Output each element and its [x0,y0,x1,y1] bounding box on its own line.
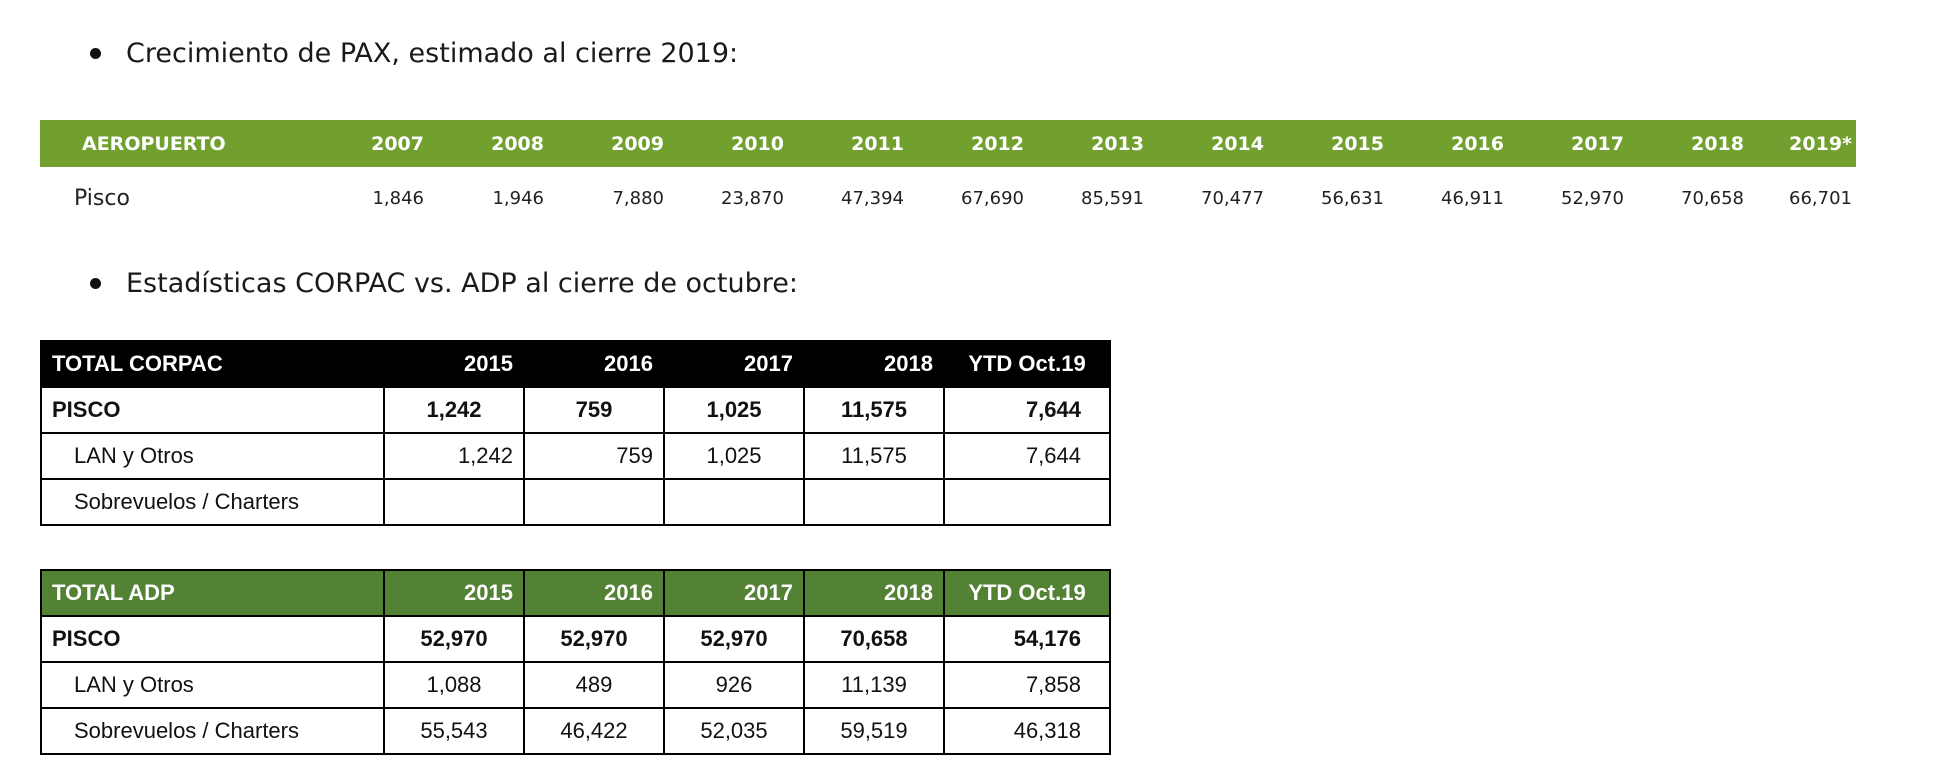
bullet-pax-growth-text: Crecimiento de PAX, estimado al cierre 2… [126,38,739,69]
table-cell: 1,025 [663,432,805,480]
table-cell: 52,970 [383,615,525,663]
pax-cell: 70,658 [1681,187,1744,209]
table-cell [663,478,805,526]
pax-header-cell: 2013 [1028,120,1148,167]
table-cell: 1,025 [663,386,805,434]
adp-header-cell: YTD Oct.19 [943,569,1111,617]
table-cell: 11,575 [803,386,945,434]
table-cell [523,478,665,526]
pax-header-cell: 2007 [312,120,428,167]
pax-cell: 1,846 [372,187,424,209]
pax-cell: 52,970 [1561,187,1624,209]
table-cell: 1,242 [383,386,525,434]
table-row: LAN y Otros 1,088 489 926 11,139 7,858 [40,661,1111,709]
table-cell: 11,139 [803,661,945,709]
row-label: LAN y Otros [40,432,385,480]
table-cell: 926 [663,661,805,709]
table-cell [943,478,1111,526]
adp-header-cell: 2016 [523,569,665,617]
table-cell: 7,858 [943,661,1111,709]
pax-header-cell: 2019* [1748,120,1856,167]
corpac-table: TOTAL CORPAC 2015 2016 2017 2018 YTD Oct… [40,340,1111,526]
table-row: Sobrevuelos / Charters 55,543 46,422 52,… [40,707,1111,755]
pax-cell-airport: Pisco [74,185,130,211]
pax-header-cell: 2012 [908,120,1028,167]
table-cell: 52,970 [523,615,665,663]
table-cell [383,478,525,526]
table-cell: 7,644 [943,432,1111,480]
table-cell: 46,318 [943,707,1111,755]
pax-header-cell: 2008 [428,120,548,167]
table-row: Pisco 1,846 1,946 7,880 23,870 47,394 67… [40,167,1856,229]
bullet-stats-text: Estadísticas CORPAC vs. ADP al cierre de… [126,268,798,299]
table-cell: 46,422 [523,707,665,755]
table-row: PISCO 52,970 52,970 52,970 70,658 54,176 [40,615,1111,663]
corpac-header-row: TOTAL CORPAC 2015 2016 2017 2018 YTD Oct… [40,340,1111,388]
pax-cell: 46,911 [1441,187,1504,209]
pax-cell: 23,870 [721,187,784,209]
table-row: PISCO 1,242 759 1,025 11,575 7,644 [40,386,1111,434]
table-cell: 55,543 [383,707,525,755]
pax-header-row: AEROPUERTO 2007 2008 2009 2010 2011 2012… [40,120,1856,167]
adp-header-row: TOTAL ADP 2015 2016 2017 2018 YTD Oct.19 [40,569,1111,617]
pax-header-cell: AEROPUERTO [40,120,312,167]
corpac-header-cell: YTD Oct.19 [943,340,1111,388]
corpac-header-cell: 2015 [383,340,525,388]
pax-growth-table: AEROPUERTO 2007 2008 2009 2010 2011 2012… [40,120,1856,229]
pax-header-cell: 2014 [1148,120,1268,167]
pax-header-cell: 2016 [1388,120,1508,167]
pax-header-cell: 2017 [1508,120,1628,167]
table-cell: 11,575 [803,432,945,480]
pax-cell: 7,880 [612,187,664,209]
adp-header-cell: 2018 [803,569,945,617]
row-label: PISCO [40,386,385,434]
pax-cell: 1,946 [492,187,544,209]
pax-header-cell: 2018 [1628,120,1748,167]
corpac-header-cell: TOTAL CORPAC [40,340,385,388]
adp-header-cell: 2017 [663,569,805,617]
pax-cell: 67,690 [961,187,1024,209]
pax-cell: 47,394 [841,187,904,209]
corpac-header-cell: 2016 [523,340,665,388]
bullet-dot-icon [90,278,101,289]
pax-cell: 66,701 [1789,187,1852,209]
table-cell: 59,519 [803,707,945,755]
corpac-header-cell: 2017 [663,340,805,388]
adp-table: TOTAL ADP 2015 2016 2017 2018 YTD Oct.19… [40,569,1111,755]
corpac-header-cell: 2018 [803,340,945,388]
table-cell: 7,644 [943,386,1111,434]
row-label: Sobrevuelos / Charters [40,478,385,526]
adp-header-cell: 2015 [383,569,525,617]
table-row: LAN y Otros 1,242 759 1,025 11,575 7,644 [40,432,1111,480]
row-label: LAN y Otros [40,661,385,709]
table-cell: 759 [523,432,665,480]
adp-header-cell: TOTAL ADP [40,569,385,617]
table-cell: 1,088 [383,661,525,709]
pax-header-cell: 2010 [668,120,788,167]
row-label: PISCO [40,615,385,663]
table-row: Sobrevuelos / Charters [40,478,1111,526]
bullet-dot-icon [90,48,101,59]
pax-cell: 56,631 [1321,187,1384,209]
table-cell: 70,658 [803,615,945,663]
table-cell: 54,176 [943,615,1111,663]
table-cell [803,478,945,526]
pax-header-cell: 2009 [548,120,668,167]
pax-header-cell: 2015 [1268,120,1388,167]
bullet-pax-growth: Crecimiento de PAX, estimado al cierre 2… [90,38,738,69]
pax-cell: 70,477 [1201,187,1264,209]
table-cell: 52,970 [663,615,805,663]
table-cell: 489 [523,661,665,709]
table-cell: 1,242 [383,432,525,480]
table-cell: 759 [523,386,665,434]
pax-cell: 85,591 [1081,187,1144,209]
pax-header-cell: 2011 [788,120,908,167]
bullet-stats: Estadísticas CORPAC vs. ADP al cierre de… [90,268,798,299]
row-label: Sobrevuelos / Charters [40,707,385,755]
table-cell: 52,035 [663,707,805,755]
